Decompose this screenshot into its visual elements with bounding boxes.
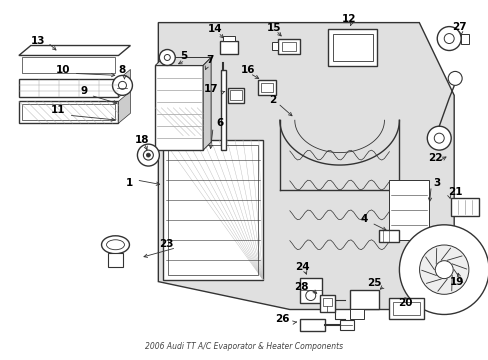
Polygon shape: [155, 58, 211, 66]
Bar: [388, 180, 428, 240]
Bar: [168, 145, 258, 275]
Bar: [299, 278, 321, 302]
Text: 18: 18: [135, 135, 149, 145]
Polygon shape: [118, 91, 130, 123]
Bar: [22, 58, 115, 73]
Circle shape: [118, 81, 126, 89]
Bar: [107, 253, 123, 267]
Text: 22: 22: [427, 153, 442, 163]
Bar: [223, 36, 235, 41]
Text: 20: 20: [397, 297, 412, 307]
Text: 21: 21: [447, 187, 462, 197]
Text: 14: 14: [207, 24, 222, 33]
Bar: [19, 80, 118, 97]
Polygon shape: [203, 58, 211, 150]
Circle shape: [164, 54, 170, 60]
Bar: [227, 88, 244, 103]
Text: 2: 2: [269, 95, 276, 105]
Bar: [281, 41, 295, 51]
Bar: [261, 84, 272, 92]
Text: 25: 25: [366, 278, 381, 288]
Text: 26: 26: [275, 314, 289, 324]
Text: 9: 9: [81, 86, 87, 96]
Text: 13: 13: [31, 36, 46, 46]
Text: 16: 16: [240, 66, 255, 76]
Circle shape: [447, 71, 461, 85]
Text: 27: 27: [451, 22, 466, 32]
Polygon shape: [19, 45, 130, 55]
Polygon shape: [118, 69, 130, 97]
Bar: [379, 230, 399, 242]
Bar: [229, 90, 242, 100]
Bar: [221, 71, 225, 150]
Circle shape: [427, 126, 450, 150]
Text: 6: 6: [216, 118, 223, 128]
Text: 17: 17: [203, 84, 218, 94]
Circle shape: [159, 50, 175, 66]
Circle shape: [436, 27, 460, 50]
Text: 24: 24: [295, 262, 309, 272]
Text: 7: 7: [206, 55, 213, 66]
Bar: [22, 104, 115, 120]
Text: 15: 15: [266, 23, 281, 33]
Bar: [388, 298, 424, 319]
Bar: [19, 101, 118, 123]
Circle shape: [143, 150, 153, 160]
Text: 12: 12: [341, 14, 355, 24]
Text: 2006 Audi TT A/C Evaporator & Heater Components: 2006 Audi TT A/C Evaporator & Heater Com…: [145, 342, 343, 351]
Bar: [258, 80, 275, 95]
Circle shape: [434, 261, 452, 279]
Polygon shape: [158, 23, 453, 310]
Text: 4: 4: [360, 214, 367, 224]
Circle shape: [443, 33, 453, 44]
Text: 5: 5: [180, 51, 187, 62]
Circle shape: [146, 153, 150, 157]
Circle shape: [419, 245, 468, 294]
Bar: [319, 294, 334, 312]
Bar: [299, 319, 324, 332]
Bar: [220, 41, 238, 54]
Bar: [271, 41, 277, 50]
Ellipse shape: [102, 236, 129, 254]
Text: 23: 23: [159, 239, 173, 249]
Bar: [163, 140, 263, 280]
Text: 3: 3: [432, 178, 440, 188]
Text: 19: 19: [449, 276, 464, 287]
Bar: [339, 320, 353, 330]
Text: 28: 28: [294, 282, 308, 292]
Circle shape: [137, 144, 159, 166]
Bar: [349, 289, 379, 310]
Text: 1: 1: [126, 178, 133, 188]
Bar: [349, 310, 363, 319]
Bar: [277, 39, 299, 54]
Bar: [327, 28, 377, 67]
Bar: [332, 33, 372, 62]
Text: 8: 8: [119, 66, 126, 76]
Text: 11: 11: [51, 105, 65, 115]
Bar: [393, 302, 420, 315]
Circle shape: [433, 133, 443, 143]
Bar: [155, 66, 203, 150]
Bar: [450, 198, 478, 216]
Bar: [460, 33, 468, 44]
Bar: [322, 298, 331, 306]
Circle shape: [399, 225, 488, 315]
Circle shape: [112, 75, 132, 95]
Text: 10: 10: [56, 66, 71, 76]
